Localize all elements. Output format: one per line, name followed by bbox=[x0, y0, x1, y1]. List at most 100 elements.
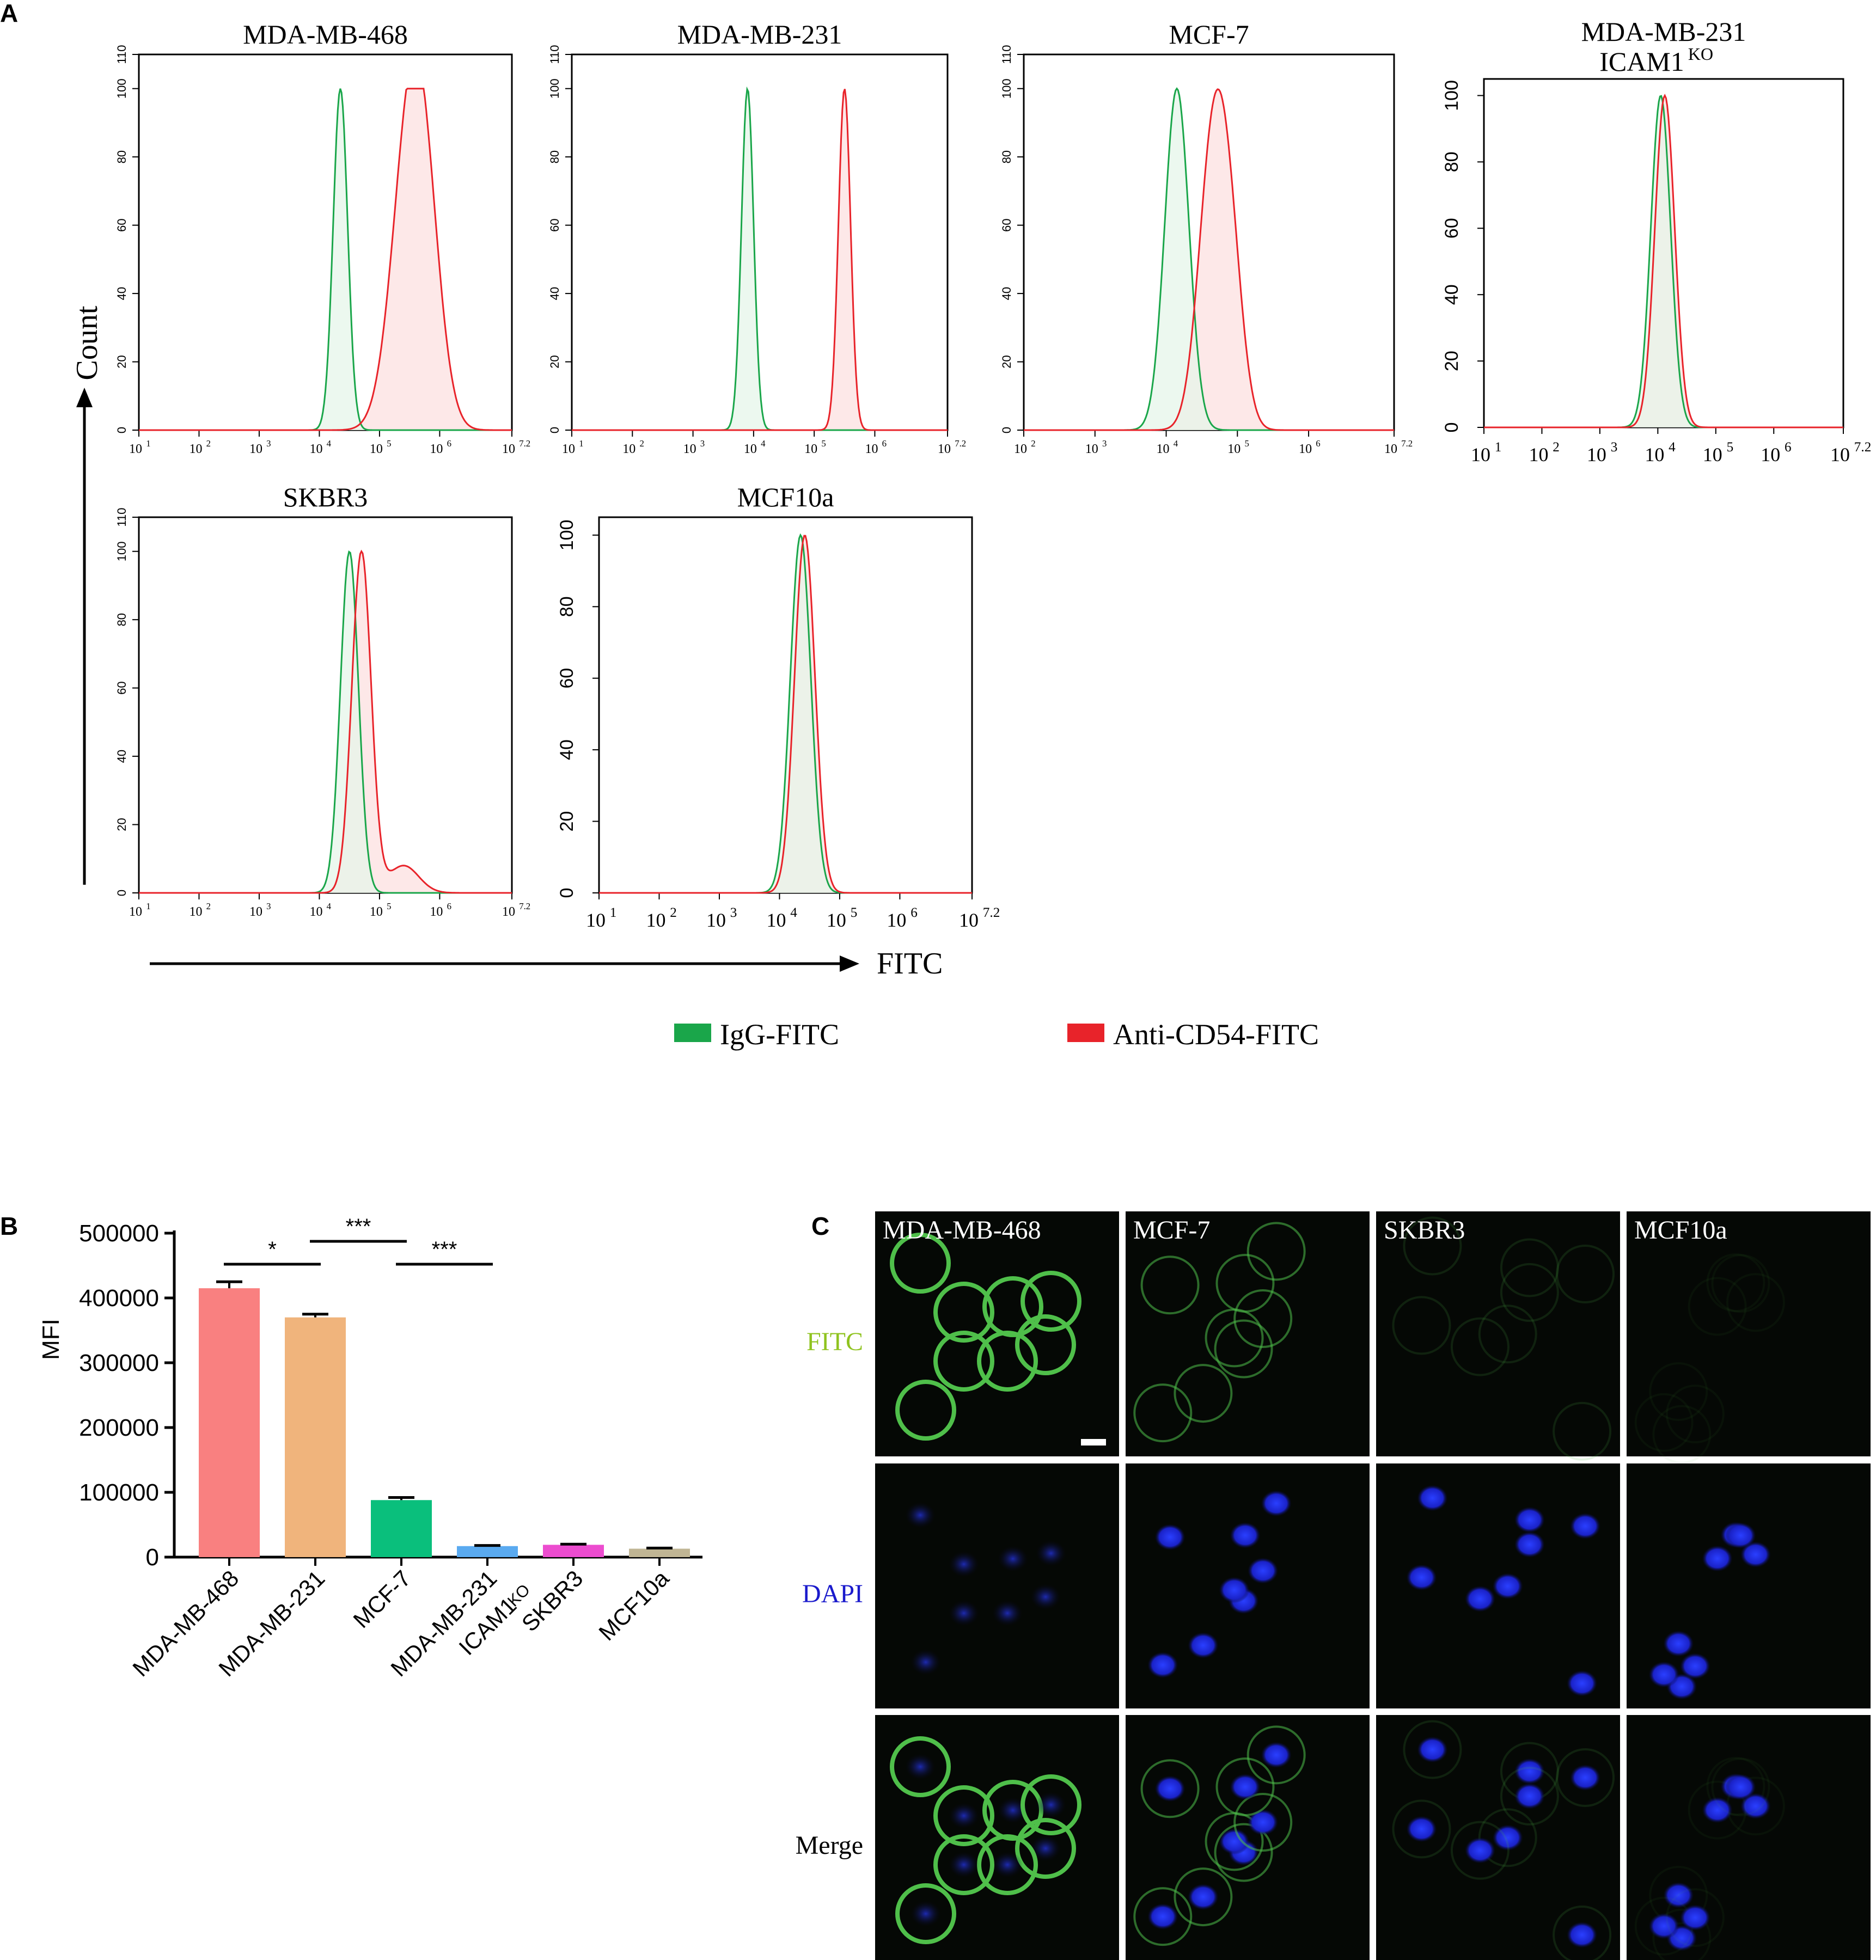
y-tick-label: 100 bbox=[115, 78, 129, 99]
x-tick-label: 10 bbox=[189, 442, 202, 456]
y-tick-label: 60 bbox=[1441, 218, 1462, 238]
nucleus bbox=[1514, 1531, 1545, 1558]
y-tick-label: 110 bbox=[1000, 45, 1013, 64]
bar-3 bbox=[371, 1500, 432, 1557]
membrane-stain bbox=[1214, 1319, 1273, 1379]
nucleus bbox=[1406, 1816, 1437, 1842]
x-tick-exponent: 2 bbox=[206, 438, 211, 449]
x-tick-exponent: 5 bbox=[1245, 438, 1249, 449]
x-tick-exponent: 5 bbox=[821, 438, 826, 449]
x-tick-label: 10 bbox=[938, 442, 951, 456]
x-tick-label: 10 bbox=[249, 442, 262, 456]
x-tick-exponent: 2 bbox=[206, 901, 211, 911]
x-tick-label: 10 bbox=[646, 909, 665, 931]
membrane-stain bbox=[1392, 1296, 1451, 1355]
x-tick-exponent: 3 bbox=[1611, 440, 1618, 455]
x-tick-label: 10 bbox=[1471, 444, 1490, 465]
y-tick-label: 20 bbox=[115, 818, 129, 831]
membrane-stain bbox=[1688, 1780, 1747, 1840]
nucleus bbox=[1567, 1921, 1598, 1948]
legend-swatch-anti bbox=[1067, 1024, 1104, 1042]
bar-category-label: SKBR3 bbox=[517, 1565, 588, 1637]
membrane-stain bbox=[1478, 1304, 1537, 1364]
x-tick-label: 10 bbox=[1299, 442, 1312, 456]
significance-label: *** bbox=[346, 1215, 371, 1239]
x-tick-exponent: 2 bbox=[1553, 440, 1560, 455]
membrane-stain bbox=[1556, 1748, 1615, 1807]
column-label-mcf-7: MCF-7 bbox=[1133, 1216, 1210, 1245]
y-tick-label: 0 bbox=[1441, 422, 1462, 433]
nucleus bbox=[1147, 1903, 1178, 1930]
significance-label: *** bbox=[432, 1238, 457, 1261]
legend-swatch-igg bbox=[674, 1024, 711, 1042]
bar-y-tick-label: 200000 bbox=[79, 1414, 159, 1441]
x-tick-exponent: 1 bbox=[1495, 440, 1502, 455]
column-label-mcf10a: MCF10a bbox=[1634, 1216, 1727, 1245]
y-tick-label: 40 bbox=[115, 287, 129, 300]
y-tick-label: 60 bbox=[115, 218, 129, 231]
membrane-stain bbox=[1174, 1867, 1233, 1927]
x-tick-label: 10 bbox=[129, 442, 142, 456]
y-tick-label: 100 bbox=[115, 541, 129, 561]
x-tick-exponent: 6 bbox=[447, 438, 451, 449]
scale-bar bbox=[1081, 1439, 1106, 1445]
membrane-stain bbox=[1233, 1289, 1293, 1349]
x-tick-label: 10 bbox=[502, 905, 515, 919]
membrane-stain bbox=[933, 1282, 994, 1343]
micrograph-background bbox=[1376, 1211, 1620, 1456]
nucleus bbox=[949, 1551, 979, 1577]
nucleus bbox=[905, 1754, 936, 1780]
micrograph-fitc-skbr3: SKBR3 bbox=[1376, 1211, 1620, 1461]
histogram-title: MDA-MB-231 bbox=[677, 19, 842, 50]
nucleus bbox=[1248, 1558, 1279, 1584]
x-tick-exponent: 7.2 bbox=[519, 438, 530, 449]
y-tick-label: 80 bbox=[548, 150, 561, 163]
nucleus bbox=[1188, 1884, 1219, 1910]
x-tick-exponent: 6 bbox=[910, 905, 918, 920]
y-tick-label: 40 bbox=[115, 750, 129, 763]
bar-y-tick-label: 400000 bbox=[79, 1285, 159, 1312]
membrane-stain bbox=[1553, 1401, 1612, 1461]
x-tick-label: 10 bbox=[1830, 444, 1850, 465]
membrane-stain bbox=[1500, 1766, 1559, 1826]
membrane-stain bbox=[895, 1380, 956, 1441]
y-tick-label: 60 bbox=[557, 668, 577, 689]
x-tick-label: 10 bbox=[865, 442, 878, 456]
y-tick-label: 0 bbox=[115, 890, 129, 896]
nucleus bbox=[1219, 1828, 1250, 1855]
igg-fill bbox=[599, 535, 972, 893]
y-tick-label: 0 bbox=[1000, 427, 1013, 433]
nucleus bbox=[992, 1852, 1023, 1878]
x-tick-label: 10 bbox=[887, 909, 906, 931]
x-tick-exponent: 6 bbox=[447, 901, 451, 911]
x-tick-exponent: 6 bbox=[882, 438, 887, 449]
nucleus bbox=[905, 1502, 936, 1528]
column-label-skbr3: SKBR3 bbox=[1384, 1216, 1465, 1245]
y-tick-label: 20 bbox=[548, 355, 561, 368]
nucleus bbox=[1492, 1573, 1523, 1600]
anti-cd54-fill bbox=[139, 551, 512, 893]
nucleus bbox=[1725, 1774, 1756, 1800]
nucleus bbox=[1219, 1577, 1250, 1603]
y-tick-label: 80 bbox=[115, 613, 129, 626]
fitc-axis-arrow bbox=[150, 955, 859, 972]
x-tick-label: 10 bbox=[370, 442, 383, 456]
y-tick-label: 40 bbox=[557, 739, 577, 760]
x-tick-exponent: 3 bbox=[266, 438, 271, 449]
significance-label: * bbox=[268, 1238, 277, 1261]
x-tick-exponent: 7.2 bbox=[983, 905, 1000, 920]
micrograph-merge-mcf10a bbox=[1627, 1715, 1871, 1960]
histogram-panel-3: MCF-7 0 20 40 60 80 100 110 10 2 10 3 10 4 10 5 10 6 10 7.2 bbox=[1000, 19, 1413, 456]
x-tick-label: 10 bbox=[189, 905, 202, 919]
y-tick-label: 20 bbox=[1441, 351, 1462, 371]
membrane-stain bbox=[1634, 1393, 1694, 1452]
nucleus bbox=[1740, 1541, 1771, 1568]
membrane-stain bbox=[1403, 1216, 1462, 1276]
membrane-stain bbox=[1015, 1314, 1076, 1375]
igg-fitc-series-line bbox=[139, 88, 512, 431]
histogram-title: MDA-MB-468 bbox=[243, 19, 408, 50]
membrane-stain bbox=[1500, 1263, 1559, 1322]
nucleus bbox=[910, 1649, 941, 1675]
x-tick-label: 10 bbox=[430, 905, 443, 919]
